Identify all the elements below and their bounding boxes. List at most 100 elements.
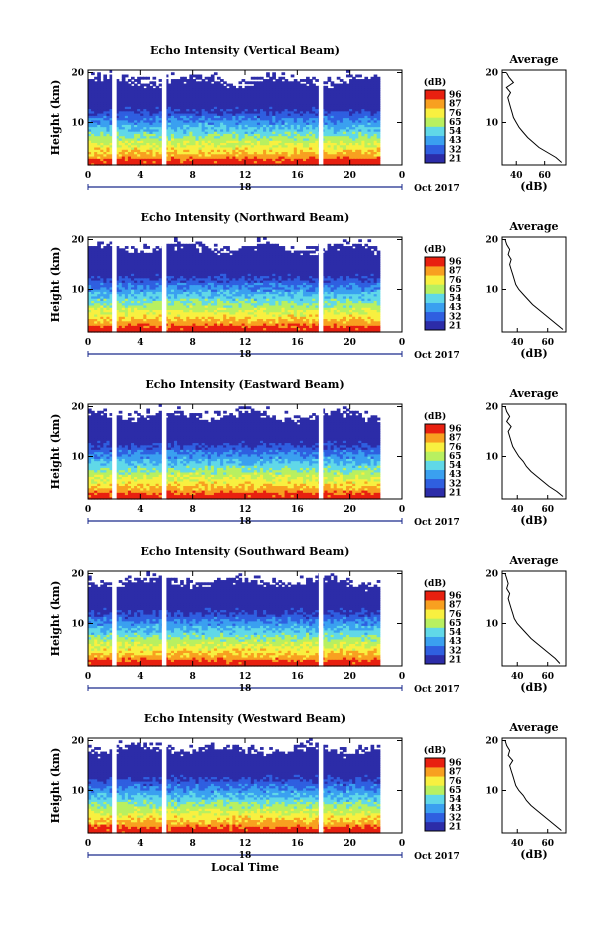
heatmap-cell bbox=[312, 126, 316, 130]
heatmap-cell bbox=[220, 122, 224, 125]
heatmap-cell bbox=[238, 122, 243, 125]
heatmap-cell bbox=[361, 115, 365, 119]
heatmap-cell bbox=[226, 146, 230, 150]
colorbar-tick-label: 21 bbox=[449, 154, 462, 164]
heatmap-cell bbox=[241, 115, 246, 119]
heatmap-cell bbox=[167, 162, 172, 166]
heatmap-cell bbox=[201, 158, 206, 162]
heatmap-cell bbox=[143, 140, 147, 143]
heatmap-cell bbox=[336, 137, 341, 141]
heatmap-cell bbox=[100, 137, 104, 141]
heatmap-cell bbox=[201, 124, 206, 128]
heatmap-cell bbox=[180, 126, 184, 130]
heatmap-cell bbox=[247, 151, 252, 155]
heatmap-cell bbox=[238, 131, 243, 134]
heatmap-cell bbox=[226, 151, 230, 155]
heatmap-cell bbox=[349, 115, 353, 119]
heatmap-cell bbox=[336, 149, 341, 153]
heatmap-cell bbox=[189, 137, 194, 141]
heatmap-cell bbox=[330, 135, 335, 139]
heatmap-cell bbox=[299, 124, 304, 128]
heatmap-cell bbox=[349, 160, 353, 164]
heatmap-cell bbox=[192, 128, 197, 132]
heatmap-cell bbox=[287, 146, 292, 150]
heatmap-cell bbox=[226, 140, 230, 143]
heatmap-cell bbox=[315, 126, 319, 130]
heatmap-cell bbox=[355, 128, 359, 132]
heatmap-cell bbox=[149, 144, 154, 148]
heatmap-cell bbox=[238, 153, 243, 157]
heatmap-cell bbox=[315, 158, 319, 162]
heatmap-cell bbox=[109, 144, 114, 148]
heatmap-cell bbox=[91, 149, 95, 153]
heatmap-cell bbox=[367, 142, 372, 146]
heatmap-cell bbox=[124, 124, 129, 128]
heatmap-cell bbox=[278, 122, 283, 125]
heatmap-cell bbox=[263, 146, 267, 150]
heatmap-cell bbox=[364, 155, 369, 159]
x-tick-label: 0 bbox=[85, 171, 91, 181]
heatmap-cell bbox=[352, 112, 356, 116]
heatmap-cell bbox=[352, 162, 356, 166]
heatmap-cell bbox=[327, 135, 332, 139]
heatmap-cell bbox=[91, 158, 95, 162]
heatmap-cell bbox=[106, 119, 111, 123]
heatmap-cell bbox=[272, 151, 276, 155]
heatmap-cell bbox=[189, 128, 194, 132]
heatmap-cell bbox=[290, 133, 295, 137]
heatmap-cell bbox=[109, 119, 114, 123]
heatmap-cell bbox=[278, 124, 283, 128]
heatmap-cell bbox=[352, 128, 356, 132]
heatmap-cell bbox=[235, 122, 240, 125]
heatmap-cell bbox=[309, 122, 313, 125]
y-axis-label: Height (km) bbox=[49, 247, 62, 323]
heatmap-cell bbox=[226, 124, 230, 128]
heatmap-cell bbox=[158, 117, 163, 121]
heatmap-cell bbox=[235, 124, 240, 128]
heatmap-cell bbox=[97, 142, 101, 146]
heatmap-cell bbox=[247, 124, 252, 128]
heatmap-cell bbox=[238, 151, 243, 155]
heatmap-cell bbox=[109, 140, 114, 143]
heatmap-cell bbox=[349, 119, 353, 123]
heatmap-cell bbox=[158, 124, 163, 128]
heatmap-cell bbox=[164, 153, 169, 157]
heatmap-cell bbox=[330, 131, 335, 134]
heatmap-cell bbox=[167, 158, 172, 162]
heatmap-cell bbox=[376, 144, 381, 148]
heatmap-cell bbox=[293, 162, 298, 166]
heatmap-cell bbox=[118, 151, 123, 155]
heatmap-cell bbox=[226, 128, 230, 132]
heatmap-cell bbox=[173, 135, 178, 139]
heatmap-cell bbox=[195, 158, 200, 162]
heatmap-cell bbox=[220, 144, 224, 148]
heatmap-cell bbox=[293, 153, 298, 157]
heatmap-cell bbox=[207, 119, 212, 123]
heatmap-cell bbox=[177, 128, 181, 132]
heatmap-cell bbox=[272, 126, 276, 130]
heatmap-cell bbox=[173, 124, 178, 128]
heatmap-cell bbox=[115, 151, 120, 155]
heatmap-cell bbox=[177, 155, 181, 159]
heatmap-cell bbox=[189, 135, 194, 139]
heatmap-cell bbox=[177, 153, 181, 157]
heatmap-cell bbox=[155, 146, 160, 150]
heatmap-cell bbox=[358, 153, 362, 157]
heatmap-cell bbox=[183, 128, 187, 132]
heatmap-cell bbox=[109, 155, 114, 159]
heatmap-cell bbox=[296, 122, 301, 125]
heatmap-cell bbox=[293, 122, 298, 125]
heatmap-cell bbox=[186, 115, 190, 119]
heatmap-cell bbox=[244, 140, 249, 143]
heatmap-cell bbox=[281, 131, 286, 134]
heatmap-cell bbox=[91, 126, 95, 130]
heatmap-cell bbox=[336, 119, 341, 123]
heatmap-cell bbox=[333, 124, 338, 128]
heatmap-cell bbox=[103, 110, 108, 114]
heatmap-cell bbox=[146, 126, 151, 130]
heatmap-cell bbox=[204, 119, 209, 123]
heatmap-cell bbox=[349, 131, 353, 134]
heatmap-cell bbox=[124, 158, 129, 162]
heatmap-cell bbox=[232, 112, 237, 116]
